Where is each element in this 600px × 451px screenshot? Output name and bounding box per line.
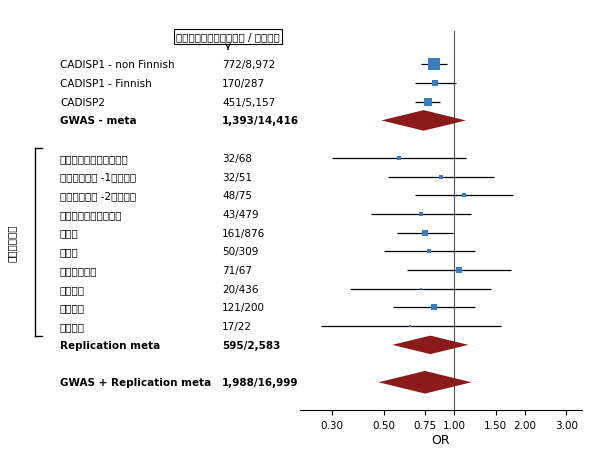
Polygon shape: [382, 111, 466, 131]
Text: GWAS - meta: GWAS - meta: [60, 116, 137, 126]
Text: GWAS + Replication meta: GWAS + Replication meta: [60, 377, 211, 387]
Text: 17/22: 17/22: [222, 322, 252, 331]
Text: 50/309: 50/309: [222, 247, 259, 257]
Text: 頸部動脈解離症の患者数 / 対照者数: 頸部動脈解離症の患者数 / 対照者数: [176, 32, 280, 42]
Text: 1,393/14,416: 1,393/14,416: [222, 116, 299, 126]
Text: 772/8,972: 772/8,972: [222, 60, 275, 70]
Text: イタリア: イタリア: [60, 303, 85, 313]
Text: ドイツ: ドイツ: [60, 228, 79, 238]
Text: スイス: スイス: [60, 247, 79, 257]
Text: バージニア州 -1（米国）: バージニア州 -1（米国）: [60, 172, 136, 182]
Text: Replication meta: Replication meta: [60, 340, 160, 350]
Text: 170/287: 170/287: [222, 79, 265, 89]
Text: 595/2,583: 595/2,583: [222, 340, 280, 350]
Text: スウェーデン: スウェーデン: [60, 266, 97, 276]
Polygon shape: [392, 336, 469, 354]
Text: 161/876: 161/876: [222, 228, 265, 238]
Text: 32/68: 32/68: [222, 153, 252, 163]
Text: CADISP1 - Finnish: CADISP1 - Finnish: [60, 79, 152, 89]
Text: 32/51: 32/51: [222, 172, 252, 182]
Text: スペイン: スペイン: [60, 322, 85, 331]
Text: 1,988/16,999: 1,988/16,999: [222, 377, 299, 387]
Text: バージニア州 -2（米国）: バージニア州 -2（米国）: [60, 191, 136, 201]
Polygon shape: [379, 371, 472, 394]
Text: CADISP2: CADISP2: [60, 97, 105, 107]
Text: 451/5,157: 451/5,157: [222, 97, 275, 107]
Text: CADISP1 - non Finnish: CADISP1 - non Finnish: [60, 60, 175, 70]
Text: ミュンヘン（ドイツ）: ミュンヘン（ドイツ）: [60, 209, 122, 220]
X-axis label: OR: OR: [431, 433, 451, 446]
Text: 48/75: 48/75: [222, 191, 252, 201]
Text: メリーランド州（米国）: メリーランド州（米国）: [60, 153, 129, 163]
Text: 20/436: 20/436: [222, 284, 259, 294]
Text: 121/200: 121/200: [222, 303, 265, 313]
Text: 71/67: 71/67: [222, 266, 252, 276]
Text: 再現性の確認: 再現性の確認: [7, 224, 17, 261]
Text: オランダ: オランダ: [60, 284, 85, 294]
Text: 43/479: 43/479: [222, 209, 259, 220]
